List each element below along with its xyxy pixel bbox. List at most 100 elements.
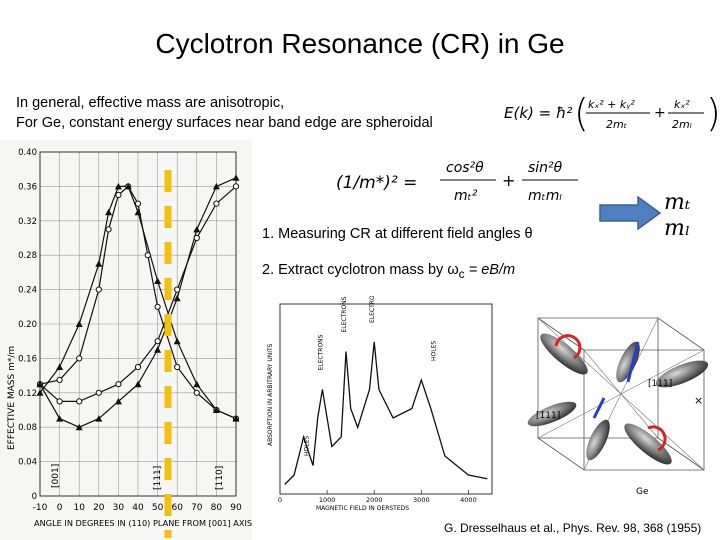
chart1-point xyxy=(212,182,220,190)
chart2-peak-label: ELECTRONS xyxy=(369,296,376,323)
fermi-surface-diagram: [111] [1̄11] Ge × xyxy=(527,317,709,497)
chart1-point xyxy=(154,338,161,345)
chart1-marker-001: [001] xyxy=(51,464,61,488)
chart1-xtick: 60 xyxy=(171,503,183,513)
energy-eq-t1-num: kₓ² + kᵧ² xyxy=(588,98,635,111)
absorption-chart: 0 1000 2000 3000 4000 ABSORPTION IN ARBITRAR… xyxy=(256,296,500,514)
svg-text:[111]: [111] xyxy=(648,379,672,389)
chart1-point xyxy=(76,398,83,405)
chart1-ytick: 0.08 xyxy=(18,423,37,433)
chart1-point xyxy=(95,286,102,293)
chart2-series-line xyxy=(284,341,488,485)
mass-eq-lhs: (1/m*)² = xyxy=(336,173,417,193)
intro-line-2: For Ge, constant energy surfaces near ba… xyxy=(16,115,433,131)
chart1-point xyxy=(95,260,103,267)
chart1-point xyxy=(105,226,112,233)
chart1-point xyxy=(232,415,240,422)
mass-eq-t1-num: cos²θ xyxy=(446,160,484,176)
svg-text:[1̄11]: [1̄11] xyxy=(536,411,560,421)
chart1-point xyxy=(193,389,200,396)
chart1-point xyxy=(56,398,63,405)
chart1-xtick: 20 xyxy=(93,503,105,513)
highlight-dashed-line xyxy=(164,170,172,538)
step-2-sub: c xyxy=(458,266,465,281)
chart1-xtick: 10 xyxy=(73,503,85,513)
chart2-peak-label: HOLES xyxy=(303,436,310,456)
energy-eq-t2-den: 2mₗ xyxy=(672,118,692,131)
chart1-xtick: 80 xyxy=(211,503,223,513)
chart2-xtick: 1000 xyxy=(319,496,336,504)
chart1-ytick: 0.28 xyxy=(18,251,37,261)
chart1-ytick: 0.16 xyxy=(18,354,37,364)
chart1-xtick: 30 xyxy=(113,503,125,513)
energy-equation: E(k) = ħ² ( kₓ² + kᵧ² 2mₜ + kₓ² 2mₗ ) xyxy=(504,91,720,135)
chart1-point xyxy=(134,208,142,216)
energy-eq-lhs: E(k) = ħ² xyxy=(504,104,572,122)
chart1-series-line xyxy=(39,185,237,420)
mass-eq-t2-den: mₜmₗ xyxy=(528,188,562,204)
chart1-point xyxy=(193,225,201,233)
chart1-xlabel: ANGLE IN DEGREES IN (110) PLANE FROM [00… xyxy=(34,518,252,528)
effective-mass-chart: -10 0 10 20 30 40 50 60 70 80 9000.040.080.120.160… xyxy=(0,140,252,540)
chart1-point xyxy=(174,286,181,293)
chart2-peak-label: ELECTRONS xyxy=(341,296,348,332)
chart1-point xyxy=(213,200,220,207)
chart1-point xyxy=(154,346,162,353)
chart1-point xyxy=(95,389,102,396)
chart1-ytick: 0.24 xyxy=(18,286,37,296)
step-2: 2. Extract cyclotron mass by ωc = eB/m xyxy=(262,262,515,281)
chart1-marker-111: [111] xyxy=(153,466,163,490)
chart1-point xyxy=(193,234,200,242)
intro-line-1: In general, effective mass are anisotrop… xyxy=(16,95,285,111)
chart2-xlabel: MAGNETIC FIELD IN OERSTEDS xyxy=(316,505,409,512)
chart1-point xyxy=(232,174,240,181)
chart1-point xyxy=(75,320,83,327)
chart1-xtick: 0 xyxy=(57,503,63,513)
chart1-ytick: 0.12 xyxy=(18,389,37,399)
result-mt: mₜ xyxy=(664,190,691,215)
svg-text:+: + xyxy=(502,171,515,190)
chart1-point xyxy=(124,182,132,190)
chart1-xtick: 40 xyxy=(132,503,144,513)
chart1-point xyxy=(56,415,64,422)
chart1-point xyxy=(114,182,122,190)
mass-results: mₜ mₗ xyxy=(664,190,690,242)
chart1-xtick: 50 xyxy=(152,503,164,513)
step-1: 1. Measuring CR at different field angle… xyxy=(262,226,533,242)
chart1-point xyxy=(212,406,220,413)
chart1-xtick: 70 xyxy=(191,503,203,513)
citation: G. Dresselhaus et al., Phys. Rev. 98, 36… xyxy=(444,521,702,535)
svg-text:): ) xyxy=(706,91,720,135)
page-title: Cyclotron Resonance (CR) in Ge xyxy=(155,28,565,59)
chart1-xtick: -10 xyxy=(33,503,48,513)
chart1-marker-110: [110] xyxy=(215,466,225,490)
svg-text:(: ( xyxy=(574,91,589,135)
result-ml: mₗ xyxy=(664,216,691,241)
mass-eq-t2-num: sin²θ xyxy=(528,160,563,176)
chart1-point xyxy=(134,200,142,207)
mass-eq-t1-den: mₜ² xyxy=(454,188,478,204)
chart1-point xyxy=(174,363,181,371)
chart1-ytick: 0.36 xyxy=(18,182,37,192)
chart1-ytick: 0.32 xyxy=(18,217,37,227)
chart1-ytick: 0 xyxy=(32,492,37,502)
chart1-frame xyxy=(39,151,237,497)
chart1-point xyxy=(144,252,151,259)
chart1-point xyxy=(173,294,181,302)
chart2-peak-label: HOLES xyxy=(430,341,437,361)
chart2-xtick: 2000 xyxy=(366,496,383,504)
chart1-point xyxy=(75,423,83,431)
step-2-text: 2. Extract cyclotron mass by ω xyxy=(262,262,459,278)
chart2-xtick: 4000 xyxy=(460,496,477,504)
chart1-point xyxy=(193,380,201,388)
energy-eq-t1-den: 2mₜ xyxy=(606,118,627,131)
chart1-point xyxy=(154,303,161,310)
chart1-point xyxy=(36,380,44,388)
chart1-point xyxy=(115,381,122,388)
chart1-point xyxy=(134,380,142,388)
chart2-ylabel: ABSORPTION IN ARBITRARY UNITS xyxy=(267,343,274,446)
chart1-ytick: 0.04 xyxy=(18,458,37,468)
step-2-eq: = eB/m xyxy=(468,262,516,278)
chart1-ytick: 0.20 xyxy=(18,320,37,330)
chart1-point xyxy=(56,376,63,383)
